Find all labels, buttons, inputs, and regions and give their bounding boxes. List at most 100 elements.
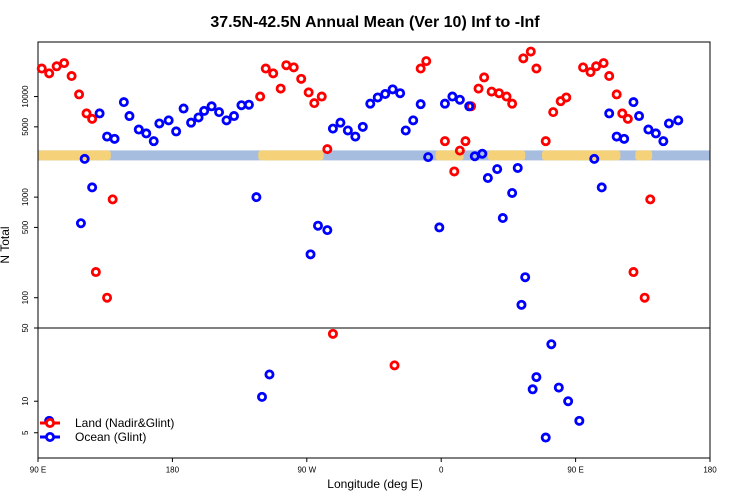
legend-marker: [45, 417, 56, 428]
data-point: [415, 63, 426, 74]
data-point: [415, 99, 426, 110]
data-point: [186, 117, 197, 128]
data-point: [464, 101, 475, 112]
data-point: [482, 172, 493, 183]
x-axis-title: Longitude (deg E): [327, 477, 422, 491]
data-point: [548, 107, 559, 118]
data-point: [87, 113, 98, 124]
data-point: [507, 187, 518, 198]
data-point: [494, 88, 505, 99]
data-point: [479, 72, 490, 83]
legend-entry: Land (Nadir&Glint): [40, 416, 174, 430]
data-point: [214, 107, 225, 118]
y-axis-title: N Total: [0, 226, 12, 263]
data-point: [525, 46, 536, 57]
data-point: [178, 103, 189, 114]
data-point: [540, 432, 551, 443]
data-point: [497, 213, 508, 224]
data-point: [305, 249, 316, 260]
band-land-segment: [258, 150, 324, 161]
data-point: [288, 62, 299, 73]
data-point: [141, 128, 152, 139]
data-point: [574, 415, 585, 426]
data-point: [312, 220, 323, 231]
tick-labels: 90 E 180 90 W 0 90 E 180 10000 5000 1000 500 100 50…: [21, 85, 717, 475]
data-point: [44, 68, 55, 79]
data-point: [372, 92, 383, 103]
data-point: [256, 391, 267, 402]
data-point: [264, 369, 275, 380]
data-point: [531, 63, 542, 74]
data-point: [454, 145, 465, 156]
chart-title: 37.5N-42.5N Annual Mean (Ver 10) Inf to …: [210, 14, 540, 31]
data-point: [512, 162, 523, 173]
series-ocean: [44, 84, 684, 443]
data-point: [309, 98, 320, 109]
data-point: [639, 292, 650, 303]
data-point: [316, 91, 327, 102]
data-point: [628, 97, 639, 108]
data-point: [619, 133, 630, 144]
data-points: [36, 46, 684, 443]
data-point: [107, 194, 118, 205]
data-point: [327, 123, 338, 134]
data-point: [447, 91, 458, 102]
x-tick-label: 180: [166, 466, 180, 475]
data-point: [617, 108, 628, 119]
y-tick-label: 10: [21, 396, 30, 405]
data-point: [206, 101, 217, 112]
data-point: [650, 128, 661, 139]
data-point: [663, 118, 674, 129]
data-point: [87, 182, 98, 193]
data-point: [75, 218, 86, 229]
data-point: [501, 91, 512, 102]
x-tick-label: 90 W: [297, 466, 316, 475]
data-point: [492, 164, 503, 175]
data-point: [460, 136, 471, 147]
data-point: [423, 152, 434, 163]
y-tick-label: 500: [21, 220, 30, 234]
data-point: [124, 111, 135, 122]
data-point: [387, 84, 398, 95]
x-tick-label: 180: [703, 466, 717, 475]
data-point: [243, 99, 254, 110]
data-point: [94, 108, 105, 119]
data-point: [454, 94, 465, 105]
band-land-segment: [487, 150, 526, 161]
data-point: [221, 115, 232, 126]
data-point: [645, 194, 656, 205]
data-point: [518, 53, 529, 64]
x-tick-label: 90 E: [567, 466, 583, 475]
y-tick-label: 5000: [21, 117, 30, 135]
data-point: [561, 92, 572, 103]
data-point: [268, 68, 279, 79]
data-point: [439, 98, 450, 109]
x-tick-label: 0: [439, 466, 444, 475]
data-point: [303, 87, 314, 98]
data-point: [585, 67, 596, 78]
data-point: [365, 98, 376, 109]
data-point: [611, 89, 622, 100]
data-point: [449, 166, 460, 177]
data-point: [477, 148, 488, 159]
data-point: [90, 267, 101, 278]
data-point: [395, 88, 406, 99]
data-point: [400, 125, 411, 136]
data-point: [553, 382, 564, 393]
data-point: [322, 144, 333, 155]
data-point: [380, 89, 391, 100]
data-point: [148, 136, 159, 147]
data-point: [658, 136, 669, 147]
data-point: [102, 292, 113, 303]
data-point: [228, 111, 239, 122]
legend-label: Ocean (Glint): [75, 430, 146, 444]
data-point: [118, 97, 129, 108]
data-point: [350, 131, 361, 142]
data-point: [540, 136, 551, 147]
data-point: [596, 182, 607, 193]
data-point: [673, 115, 684, 126]
data-point: [589, 153, 600, 164]
data-point: [59, 58, 70, 69]
data-point: [357, 121, 368, 132]
data-point: [342, 125, 353, 136]
